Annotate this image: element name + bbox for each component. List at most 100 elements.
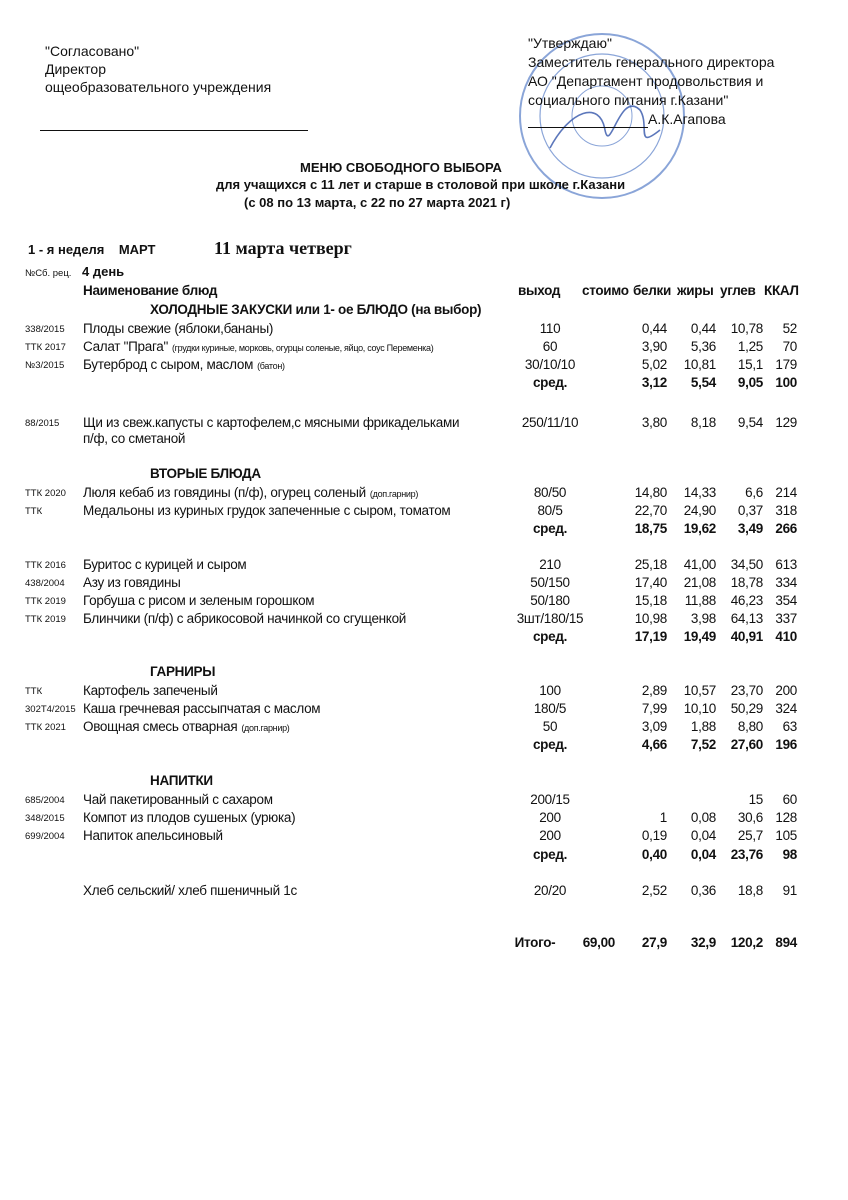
proteins: 18,75 — [634, 521, 668, 536]
proteins: 0,44 — [641, 321, 667, 336]
fats: 3,98 — [690, 611, 716, 626]
average-row: сред. 3,12 5,54 9,05 100 — [0, 375, 848, 393]
recipe-code: 302Т4/2015 — [25, 704, 76, 715]
portion: 80/50 — [533, 485, 567, 500]
proteins: 3,12 — [641, 375, 667, 390]
fats: 24,90 — [683, 503, 717, 518]
fats: 10,57 — [683, 683, 717, 698]
portion: 50/180 — [530, 593, 570, 608]
recipe-code: 438/2004 — [25, 578, 65, 589]
fats: 0,44 — [690, 321, 716, 336]
dish-note: (доп.гарнир) — [369, 489, 419, 499]
section-title: НАПИТКИ — [0, 773, 848, 791]
kcal: 354 — [775, 593, 797, 608]
portion: 50/150 — [530, 575, 570, 590]
approval-left: "Согласовано" Директор ощеобразовательно… — [45, 42, 271, 96]
fats: 0,04 — [690, 828, 716, 843]
proteins: 27,9 — [641, 935, 667, 950]
kcal: 100 — [775, 375, 797, 390]
carbs: 6,6 — [745, 485, 763, 500]
dish-note: (батон) — [257, 361, 285, 371]
dish-name: Бутерброд с сыром, маслом (батон) — [83, 357, 285, 372]
fats: 8,18 — [690, 415, 716, 430]
proteins: 3,09 — [641, 719, 667, 734]
carbs: 15,1 — [737, 357, 763, 372]
table-row: ТТК 2019 Блинчики (п/ф) с абрикосовой нач… — [0, 611, 848, 629]
portion: 50 — [542, 719, 558, 734]
recipe-code: ТТК 2017 — [25, 342, 66, 353]
dish-name: Щи из свеж.капусты с картофелем,с мясным… — [83, 415, 460, 430]
kcal: 196 — [775, 737, 797, 752]
portion: сред. — [532, 847, 568, 862]
kcal: 337 — [775, 611, 797, 626]
portion: 200 — [539, 810, 561, 825]
proteins: 0,19 — [641, 828, 667, 843]
portion: сред. — [532, 375, 568, 390]
recipe-label: №Сб. рец. — [25, 268, 72, 279]
carbs: 23,76 — [730, 847, 764, 862]
recipe-code: ТТК 2019 — [25, 596, 66, 607]
dish-name: Плоды свежие (яблоки,бананы) — [83, 321, 274, 336]
recipe-code: ТТК 2020 — [25, 488, 66, 499]
proteins: 17,19 — [634, 629, 668, 644]
average-row: сред. 17,19 19,49 40,91 410 — [0, 629, 848, 647]
carbs: 18,8 — [737, 883, 763, 898]
institution-label: ощеобразовательного учреждения — [45, 79, 272, 95]
recipe-code: 88/2015 — [25, 418, 60, 429]
dish-name: Напиток апельсиновый — [83, 828, 223, 843]
kcal: 63 — [782, 719, 798, 734]
proteins: 22,70 — [634, 503, 668, 518]
portion: 60 — [542, 339, 558, 354]
fats: 11,88 — [684, 593, 717, 608]
kcal: ККАЛ — [764, 283, 799, 298]
average-row: сред. 4,66 7,52 27,60 196 — [0, 737, 848, 755]
table-row: 699/2004 Напиток апельсиновый 200 0,19 0,04 2… — [0, 828, 848, 846]
proteins: 0,40 — [641, 847, 667, 862]
recipe-code: 338/2015 — [25, 324, 65, 335]
menu-period: (с 08 по 13 марта, с 22 по 27 марта 2021… — [244, 195, 511, 210]
carbs: 46,23 — [730, 593, 764, 608]
section-name: ВТОРЫЕ БЛЮДА — [150, 466, 261, 481]
table-row: ТТК 2017 Салат "Прага" (грудки куриные, мо… — [0, 339, 848, 357]
total-row: Итого- 69,00 27,9 32,9 120,2 894 — [0, 935, 848, 953]
proteins: 5,02 — [641, 357, 667, 372]
table-row: 348/2015 Компот из плодов сушеных (урюка)… — [0, 810, 848, 828]
dish-name: Азу из говядины — [83, 575, 181, 590]
recipe-code: 699/2004 — [25, 831, 65, 842]
section-title: ВТОРЫЕ БЛЮДА — [0, 466, 848, 484]
kcal: 179 — [775, 357, 797, 372]
deputy-label: Заместитель генерального директора — [528, 54, 775, 70]
fats: 0,36 — [690, 883, 716, 898]
kcal: 410 — [775, 629, 797, 644]
average-row: сред. 18,75 19,62 3,49 266 — [0, 521, 848, 539]
cost: стоимо — [582, 283, 629, 298]
fats: 14,33 — [683, 485, 717, 500]
carbs: 9,54 — [737, 415, 763, 430]
table-row: 338/2015 Плоды свежие (яблоки,бананы) 110 0… — [0, 321, 848, 339]
recipe-code: ТТК 2021 — [25, 722, 66, 733]
carbs: 34,50 — [730, 557, 764, 572]
portion: 3шт/180/15 — [516, 611, 584, 626]
approval-right: "Утверждаю" Заместитель генерального дир… — [528, 34, 774, 129]
carbs: 3,49 — [737, 521, 763, 536]
dish-name: Бутерброд с сыром, маслом — [83, 357, 254, 372]
carbs: 27,60 — [730, 737, 764, 752]
fats: 10,10 — [683, 701, 717, 716]
portion: 100 — [539, 683, 561, 698]
proteins: 14,80 — [634, 485, 668, 500]
fats: 7,52 — [690, 737, 716, 752]
fats: 0,04 — [690, 847, 716, 862]
portion: 110 — [539, 321, 561, 336]
table-row: 685/2004 Чай пакетированный с сахаром 200/… — [0, 792, 848, 810]
proteins: 17,40 — [634, 575, 668, 590]
table-row: ТТК 2019 Горбуша с рисом и зеленым горошк… — [0, 593, 848, 611]
table-header: Наименование блюд выход стоимо белки жиры угл… — [0, 283, 848, 301]
dish-name: Хлеб сельский/ хлеб пшеничный 1с — [83, 883, 297, 898]
dish-name: п/ф, со сметаной — [83, 431, 186, 446]
table-row: Хлеб сельский/ хлеб пшеничный 1с 20/20 2,5… — [0, 883, 848, 901]
dish-name: Медальоны из куриных грудок запеченные с… — [83, 503, 451, 518]
dish-name: Картофель запеченый — [83, 683, 218, 698]
table-row: ТТК 2021 Овощная смесь отварная (доп.гарни… — [0, 719, 848, 737]
org-label-2: социального питания г.Казани" — [528, 92, 729, 108]
kcal: 52 — [782, 321, 798, 336]
